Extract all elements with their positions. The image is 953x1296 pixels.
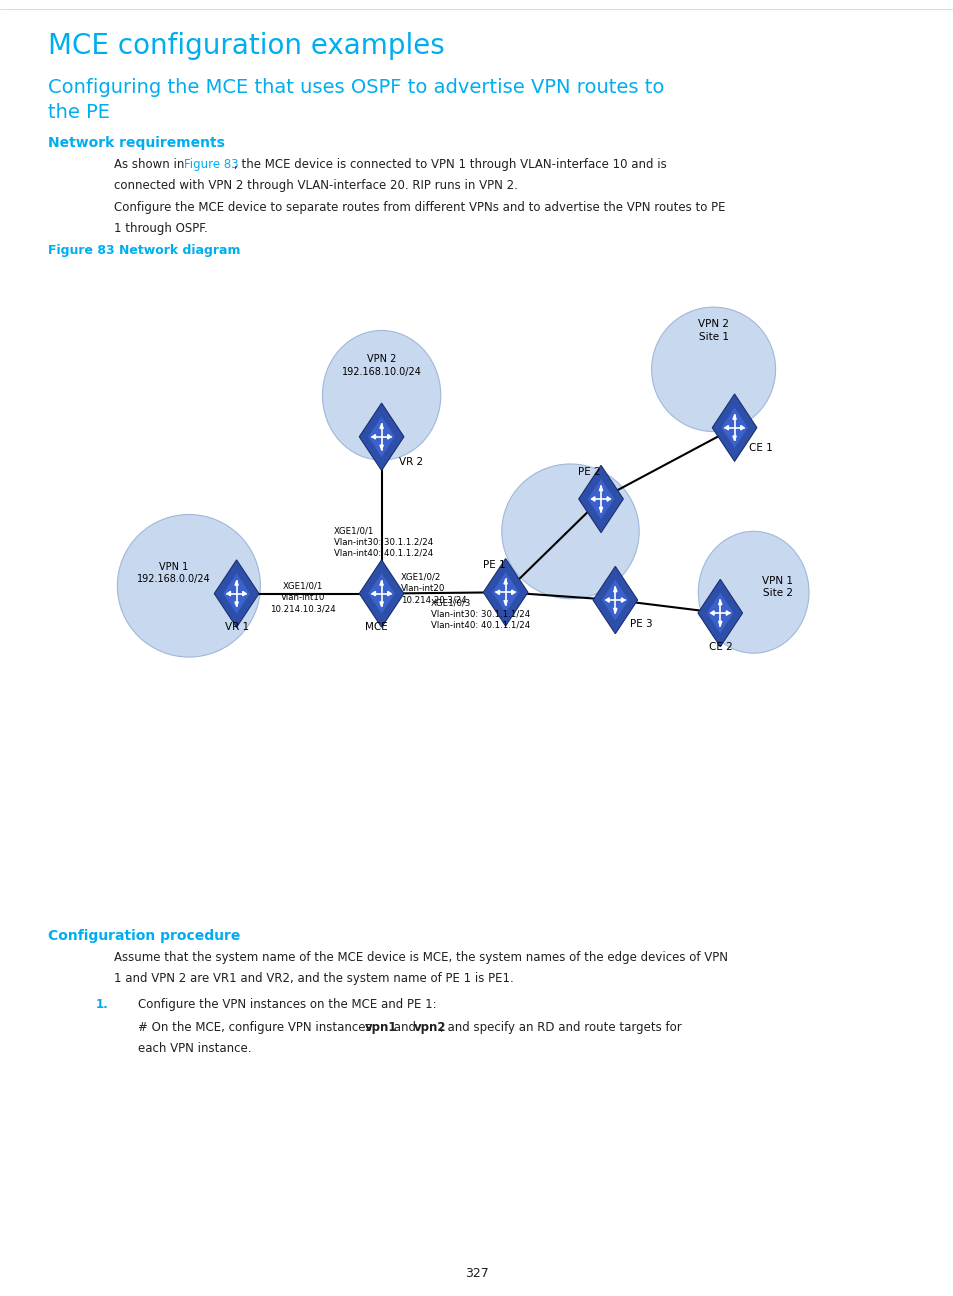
Text: CE 2: CE 2 (709, 642, 732, 652)
Text: PE 1: PE 1 (482, 560, 505, 570)
Text: XGE1/0/1
Vlan-int10
10.214.10.3/24: XGE1/0/1 Vlan-int10 10.214.10.3/24 (271, 582, 335, 613)
Polygon shape (710, 610, 714, 616)
Text: 327: 327 (465, 1267, 488, 1280)
Polygon shape (706, 592, 733, 634)
Polygon shape (725, 610, 729, 616)
Polygon shape (227, 591, 231, 596)
Polygon shape (593, 566, 637, 634)
Text: VR 2: VR 2 (398, 457, 422, 468)
Ellipse shape (117, 515, 260, 657)
Polygon shape (720, 407, 747, 448)
Text: , the MCE device is connected to VPN 1 through VLAN-interface 10 and is: , the MCE device is connected to VPN 1 t… (233, 158, 666, 171)
Text: PE 3: PE 3 (629, 619, 652, 630)
Polygon shape (503, 579, 507, 584)
Ellipse shape (322, 330, 440, 460)
Text: Network requirements: Network requirements (48, 136, 224, 150)
Text: Figure 83: Figure 83 (184, 158, 238, 171)
Polygon shape (234, 581, 238, 586)
Polygon shape (242, 591, 246, 596)
Text: MCE: MCE (365, 622, 388, 632)
Polygon shape (368, 416, 395, 457)
Text: XGE1/0/1
Vlan-int30: 30.1.1.2/24
Vlan-int40: 40.1.1.2/24: XGE1/0/1 Vlan-int30: 30.1.1.2/24 Vlan-in… (334, 526, 433, 557)
Polygon shape (214, 560, 258, 627)
Polygon shape (613, 587, 617, 592)
Polygon shape (387, 434, 391, 439)
Ellipse shape (651, 307, 775, 432)
Polygon shape (732, 435, 736, 441)
Text: As shown in: As shown in (114, 158, 189, 171)
Polygon shape (511, 590, 515, 595)
Text: XGE1/0/3
Vlan-int30: 30.1.1.1/24
Vlan-int40: 40.1.1.1/24: XGE1/0/3 Vlan-int30: 30.1.1.1/24 Vlan-in… (431, 599, 530, 630)
Text: connected with VPN 2 through VLAN-interface 20. RIP runs in VPN 2.: connected with VPN 2 through VLAN-interf… (114, 179, 517, 192)
Text: Configuration procedure: Configuration procedure (48, 929, 240, 943)
Text: VPN 2
192.168.10.0/24: VPN 2 192.168.10.0/24 (341, 354, 421, 377)
Text: and: and (390, 1021, 419, 1034)
Polygon shape (379, 445, 383, 450)
Text: Figure 83 Network diagram: Figure 83 Network diagram (48, 244, 240, 257)
Polygon shape (601, 579, 628, 621)
Text: CE 1: CE 1 (748, 443, 772, 454)
Text: 1 and VPN 2 are VR1 and VR2, and the system name of PE 1 is PE1.: 1 and VPN 2 are VR1 and VR2, and the sys… (114, 972, 514, 985)
Text: vpn1: vpn1 (364, 1021, 396, 1034)
Polygon shape (718, 621, 721, 626)
Text: Configure the MCE device to separate routes from different VPNs and to advertise: Configure the MCE device to separate rou… (114, 201, 725, 214)
Polygon shape (359, 403, 403, 470)
Polygon shape (372, 591, 375, 596)
Polygon shape (379, 581, 383, 586)
Polygon shape (712, 394, 756, 461)
Polygon shape (379, 601, 383, 607)
Text: XGE1/0/2
Vlan-int20
10.214.20.3/24: XGE1/0/2 Vlan-int20 10.214.20.3/24 (400, 573, 466, 604)
Text: PE 2: PE 2 (578, 467, 600, 477)
Text: each VPN instance.: each VPN instance. (138, 1042, 252, 1055)
Polygon shape (740, 425, 743, 430)
Text: Assume that the system name of the MCE device is MCE, the system names of the ed: Assume that the system name of the MCE d… (114, 951, 728, 964)
Text: 1 through OSPF.: 1 through OSPF. (114, 222, 208, 235)
Polygon shape (223, 573, 250, 614)
Ellipse shape (501, 464, 639, 599)
Polygon shape (724, 425, 728, 430)
Polygon shape (387, 591, 391, 596)
Polygon shape (587, 478, 614, 520)
Polygon shape (483, 559, 527, 626)
Text: # On the MCE, configure VPN instances: # On the MCE, configure VPN instances (138, 1021, 375, 1034)
Polygon shape (492, 572, 518, 613)
Text: VPN 2
Site 1: VPN 2 Site 1 (698, 319, 728, 342)
Polygon shape (598, 486, 602, 491)
Polygon shape (718, 600, 721, 605)
Text: vpn2: vpn2 (414, 1021, 446, 1034)
Polygon shape (613, 608, 617, 613)
Text: VPN 1
192.168.0.0/24: VPN 1 192.168.0.0/24 (136, 561, 211, 584)
Text: Configure the VPN instances on the MCE and PE 1:: Configure the VPN instances on the MCE a… (138, 998, 436, 1011)
Text: MCE configuration examples: MCE configuration examples (48, 32, 444, 61)
Polygon shape (698, 579, 741, 647)
Polygon shape (368, 573, 395, 614)
Polygon shape (605, 597, 609, 603)
Polygon shape (620, 597, 624, 603)
Text: , and specify an RD and route targets for: , and specify an RD and route targets fo… (439, 1021, 680, 1034)
Polygon shape (598, 507, 602, 512)
Polygon shape (496, 590, 499, 595)
Polygon shape (234, 601, 238, 607)
Ellipse shape (698, 531, 808, 653)
Polygon shape (578, 465, 622, 533)
Text: 1.: 1. (95, 998, 108, 1011)
Text: Configuring the MCE that uses OSPF to advertise VPN routes to
the PE: Configuring the MCE that uses OSPF to ad… (48, 78, 663, 122)
Polygon shape (372, 434, 375, 439)
Polygon shape (606, 496, 610, 502)
Text: VR 1: VR 1 (224, 622, 249, 632)
Text: VPN 1
Site 2: VPN 1 Site 2 (761, 575, 792, 599)
Polygon shape (591, 496, 595, 502)
Polygon shape (732, 415, 736, 420)
Polygon shape (359, 560, 403, 627)
Polygon shape (379, 424, 383, 429)
Polygon shape (503, 600, 507, 605)
